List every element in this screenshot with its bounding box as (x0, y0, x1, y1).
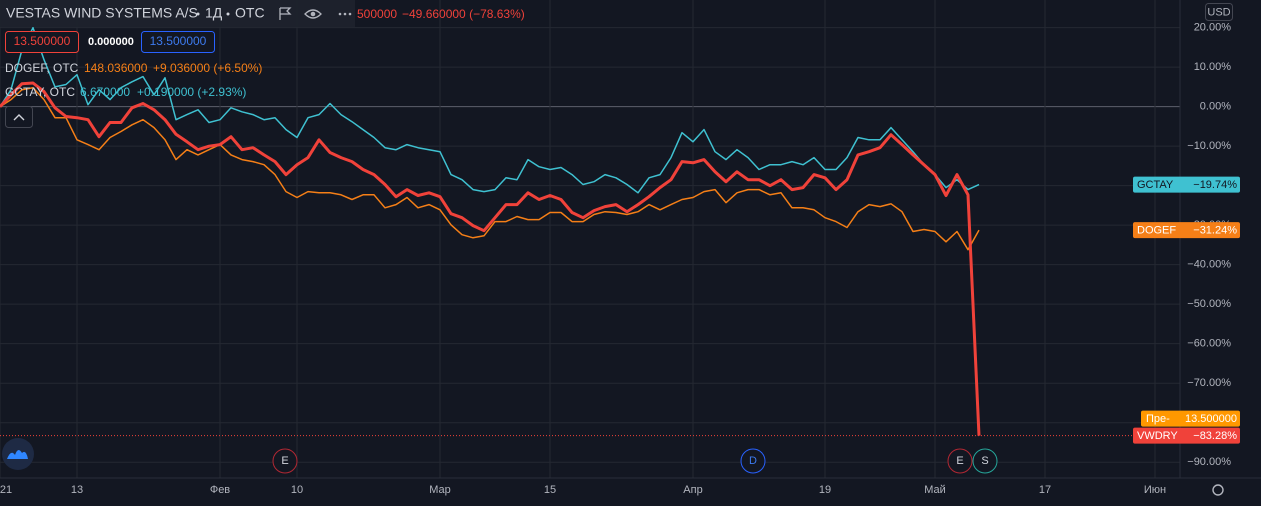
series-line (0, 81, 981, 436)
y-tick-label: −50.00% (1187, 298, 1231, 310)
event-marker[interactable] (972, 448, 998, 474)
price-tag-name: VWDRY (1137, 430, 1178, 442)
price-tag-value: −31.24% (1193, 224, 1237, 236)
price-button-label[interactable]: 13.500000 (150, 34, 207, 48)
price-button-label[interactable]: 13.500000 (14, 34, 71, 48)
price-button[interactable] (141, 31, 215, 53)
legend-symbol: DOGEF, OTC (5, 61, 79, 75)
x-tick-label: Май (924, 484, 946, 496)
price-tags: DOGEF −31.24% GCTAY −19.74% VWDRY −83.28% Пре-… (1133, 176, 1240, 444)
settings-icon[interactable] (1212, 484, 1224, 496)
event-label: S (981, 455, 988, 467)
price-tag-value: −83.28% (1193, 430, 1237, 442)
y-tick-label: 0.00% (1200, 101, 1231, 113)
x-tick-label: 15 (544, 484, 556, 496)
price-tag (1133, 427, 1240, 444)
y-tick-label: −90.00% (1187, 456, 1231, 468)
price-tag (1133, 176, 1240, 193)
series-line (0, 26, 980, 194)
premarket-tag (1141, 410, 1240, 427)
x-tick-label: Мар (429, 484, 451, 496)
legend-symbol: GCTAY, OTC (5, 85, 75, 99)
premarket-label: Пре- (1146, 413, 1170, 425)
legend-price: 6.670000 (80, 85, 130, 99)
more-dot[interactable] (338, 12, 342, 16)
event-marker[interactable] (740, 448, 766, 474)
flag-icon[interactable] (279, 7, 292, 20)
exchange: OTC (235, 5, 265, 21)
x-tick-label: 19 (819, 484, 831, 496)
x-tick-label: Июн (1144, 484, 1166, 496)
more-dot[interactable] (348, 12, 352, 16)
legend-price: 148.036000 (84, 61, 148, 75)
x-tick-label: 17 (1039, 484, 1051, 496)
spread-value: 0.000000 (88, 36, 134, 48)
event-label: E (281, 455, 288, 467)
event-label: D (749, 455, 757, 467)
currency-label: USD (1207, 6, 1230, 18)
collapse-button[interactable] (5, 106, 33, 128)
price-axis: 20.00%10.00%0.00%−10.00%−20.00%−30.00%−4… (1187, 22, 1231, 469)
logo-shape (7, 449, 28, 459)
price-tag-name: GCTAY (1137, 179, 1174, 191)
currency-box[interactable] (1205, 3, 1233, 21)
price-tail: 500000 (357, 7, 397, 21)
eye-pupil (310, 11, 316, 17)
header-background (0, 0, 355, 27)
separator (226, 12, 230, 16)
x-tick-label: 13 (71, 484, 83, 496)
price-button[interactable] (5, 31, 79, 53)
price-tag (1133, 222, 1240, 239)
symbol-title: VESTAS WIND SYSTEMS A/S (6, 5, 198, 21)
series-line (0, 86, 980, 251)
event-marker[interactable] (272, 448, 298, 474)
time-axis: 21 13 Фев 10 Мар 15 Апр 19 Май 17 Июн (0, 484, 1166, 496)
event-label: E (956, 455, 963, 467)
eye-icon[interactable] (304, 9, 322, 19)
y-tick-label: 10.00% (1194, 61, 1232, 73)
legend-change: +0.190000 (+2.93%) (137, 85, 246, 99)
legend-change: +9.036000 (+6.50%) (153, 61, 262, 75)
collapse-icon (13, 114, 25, 121)
grid (0, 0, 1180, 478)
y-tick-label: −70.00% (1187, 377, 1231, 389)
plot-area (0, 26, 1180, 437)
y-tick-label: −60.00% (1187, 338, 1231, 350)
price-change: −49.660000 (−78.63%) (402, 7, 525, 21)
y-tick-label: −10.00% (1187, 140, 1231, 152)
x-tick-label: Апр (683, 484, 702, 496)
price-tag-value: −19.74% (1193, 179, 1237, 191)
interval[interactable]: 1Д (205, 5, 223, 21)
y-tick-label: −40.00% (1187, 259, 1231, 271)
event-marker[interactable] (947, 448, 973, 474)
separator (196, 12, 200, 16)
premarket-price: 13.500000 (1185, 413, 1237, 425)
x-tick-label: Фев (210, 484, 230, 496)
x-tick-label: 21 (0, 484, 12, 496)
x-tick-label: 10 (291, 484, 303, 496)
more-dot[interactable] (343, 12, 347, 16)
price-tag-name: DOGEF (1137, 224, 1176, 236)
y-tick-label: 20.00% (1194, 22, 1232, 34)
